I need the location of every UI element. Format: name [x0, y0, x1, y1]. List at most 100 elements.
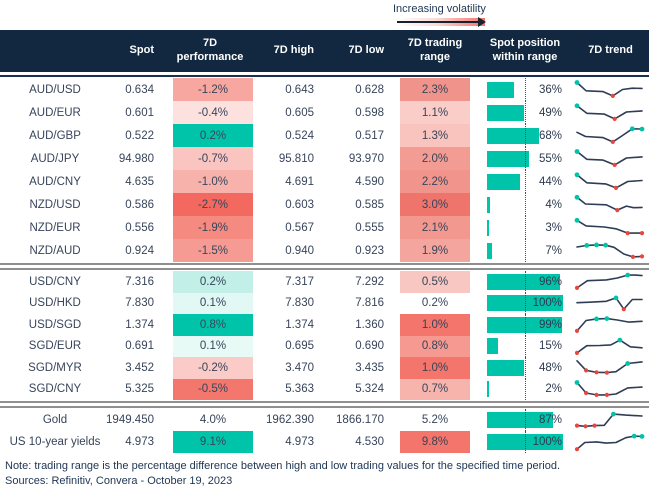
- low-value: 7.816: [355, 297, 384, 310]
- performance-value: 9.1%: [173, 431, 253, 453]
- low-marker: [594, 370, 599, 375]
- fx-volatility-table: Increasing volatility Spot 7D performance…: [0, 3, 649, 492]
- endpoint-marker: [639, 433, 645, 439]
- position-percent-label: 99%: [538, 318, 562, 331]
- pair-label: US 10-year yields: [9, 436, 101, 448]
- low-value: 0.923: [355, 244, 384, 257]
- performance-cell: 0.2%: [162, 271, 258, 293]
- trading-range-value: 2.1%: [400, 216, 470, 239]
- position-percent-label: 4%: [545, 198, 562, 211]
- high-value: 0.603: [285, 198, 314, 211]
- low-marker: [639, 231, 645, 236]
- position-bar: [487, 316, 563, 333]
- trading-range-cell: 3.0%: [392, 193, 478, 216]
- performance-cell: -0.2%: [162, 357, 258, 379]
- high-value: 1.374: [285, 318, 314, 331]
- trend-cell: [572, 357, 649, 379]
- trading-range-cell: 1.9%: [392, 239, 478, 262]
- low-marker: [574, 423, 580, 428]
- endpoint-marker: [631, 433, 637, 438]
- low-value: 1866.170: [336, 414, 384, 426]
- column-header-trend: 7D trend: [588, 44, 633, 57]
- low-marker: [639, 254, 645, 259]
- low-value: 5.324: [355, 383, 384, 396]
- trend-sparkline: [576, 295, 643, 311]
- position-percent-label: 44%: [538, 175, 562, 188]
- performance-value: -2.7%: [173, 193, 253, 216]
- spot-value: 1949.450: [106, 414, 154, 426]
- trading-range-value: 1.9%: [400, 239, 470, 262]
- trend-cell: [572, 431, 649, 453]
- trading-range-value: 2.0%: [400, 147, 470, 170]
- trading-range-cell: 1.3%: [392, 124, 478, 147]
- column-header-spot: Spot: [129, 44, 154, 57]
- performance-value: -1.5%: [173, 239, 253, 262]
- position-cell: 7%: [478, 239, 572, 262]
- trend-cell: [572, 124, 649, 147]
- low-value: 0.690: [355, 340, 384, 353]
- spot-value: 0.634: [125, 83, 154, 96]
- low-marker: [594, 392, 599, 397]
- performance-cell: -1.5%: [162, 239, 258, 262]
- high-value: 4.691: [285, 175, 314, 188]
- arrow-line: [397, 21, 479, 23]
- trend-sparkline: [574, 316, 643, 334]
- high-value: 1962.390: [266, 414, 314, 426]
- position-percent-label: 48%: [538, 361, 562, 374]
- trading-range-value: 2.2%: [400, 170, 470, 193]
- low-value: 4.590: [355, 175, 384, 188]
- spot-value: 94.980: [118, 152, 154, 165]
- position-bar: [487, 104, 525, 121]
- midpoint-dotted-line: [525, 124, 526, 147]
- endpoint-marker: [594, 242, 599, 248]
- performance-cell: -0.5%: [162, 378, 258, 400]
- position-cell: 100%: [478, 292, 572, 314]
- trend-sparkline: [574, 194, 643, 213]
- trading-range-cell: 2.0%: [392, 147, 478, 170]
- low-value: 3.435: [355, 361, 384, 374]
- trend-cell: [572, 78, 649, 101]
- performance-value: 0.8%: [173, 314, 253, 336]
- trading-range-cell: 0.2%: [392, 293, 478, 315]
- low-marker: [584, 368, 589, 373]
- midpoint-dotted-line: [525, 378, 526, 400]
- low-marker: [604, 370, 609, 375]
- table-row: SGD/MYR 3.452 -0.2% 3.470 3.435 1.0% 48%: [0, 357, 649, 379]
- table-row: NZD/AUD 0.924 -1.5% 0.940 0.923 1.9% 7%: [0, 239, 649, 262]
- low-marker: [612, 116, 617, 121]
- performance-cell: 0.8%: [162, 314, 258, 336]
- trading-range-cell: 0.7%: [392, 378, 478, 400]
- midpoint-dotted-line: [525, 147, 526, 170]
- midpoint-dotted-line: [525, 335, 526, 357]
- column-header-low: 7D low: [348, 44, 384, 57]
- column-header-spot-position: Spot position within range: [489, 37, 561, 63]
- table-row: SGD/CNY 5.325 -0.5% 5.363 5.324 0.7% 2%: [0, 378, 649, 400]
- performance-value: 4.0%: [199, 414, 227, 426]
- endpoint-marker: [613, 295, 619, 301]
- low-value: 0.555: [355, 221, 384, 234]
- position-bar: [487, 359, 524, 376]
- position-bar: [487, 273, 560, 290]
- midpoint-dotted-line: [525, 78, 526, 101]
- low-value: 0.598: [355, 106, 384, 119]
- table-row: AUD/CNY 4.635 -1.0% 4.691 4.590 2.2% 44%: [0, 170, 649, 193]
- midpoint-dotted-line: [525, 314, 526, 336]
- midpoint-dotted-line: [525, 292, 526, 314]
- spot-value: 5.325: [125, 383, 154, 396]
- position-percent-label: 100%: [532, 436, 562, 448]
- position-percent-label: 55%: [538, 152, 562, 165]
- pair-label: USD/HKD: [29, 297, 81, 310]
- endpoint-marker: [625, 272, 631, 278]
- performance-value: -0.7%: [173, 147, 253, 170]
- trading-range-cell: 1.1%: [392, 101, 478, 124]
- high-value: 0.567: [285, 221, 314, 234]
- position-percent-label: 100%: [532, 297, 562, 310]
- trend-sparkline: [574, 80, 643, 98]
- table-header-row: Spot 7D performance 7D high 7D low 7D tradin…: [0, 30, 649, 72]
- performance-cell: 0.1%: [162, 335, 258, 357]
- position-percent-label: 3%: [545, 221, 562, 234]
- midpoint-dotted-line: [525, 431, 526, 453]
- low-marker: [574, 329, 580, 334]
- table-row: AUD/GBP 0.522 0.2% 0.524 0.517 1.3% 68%: [0, 124, 649, 147]
- position-cell: 96%: [478, 271, 572, 293]
